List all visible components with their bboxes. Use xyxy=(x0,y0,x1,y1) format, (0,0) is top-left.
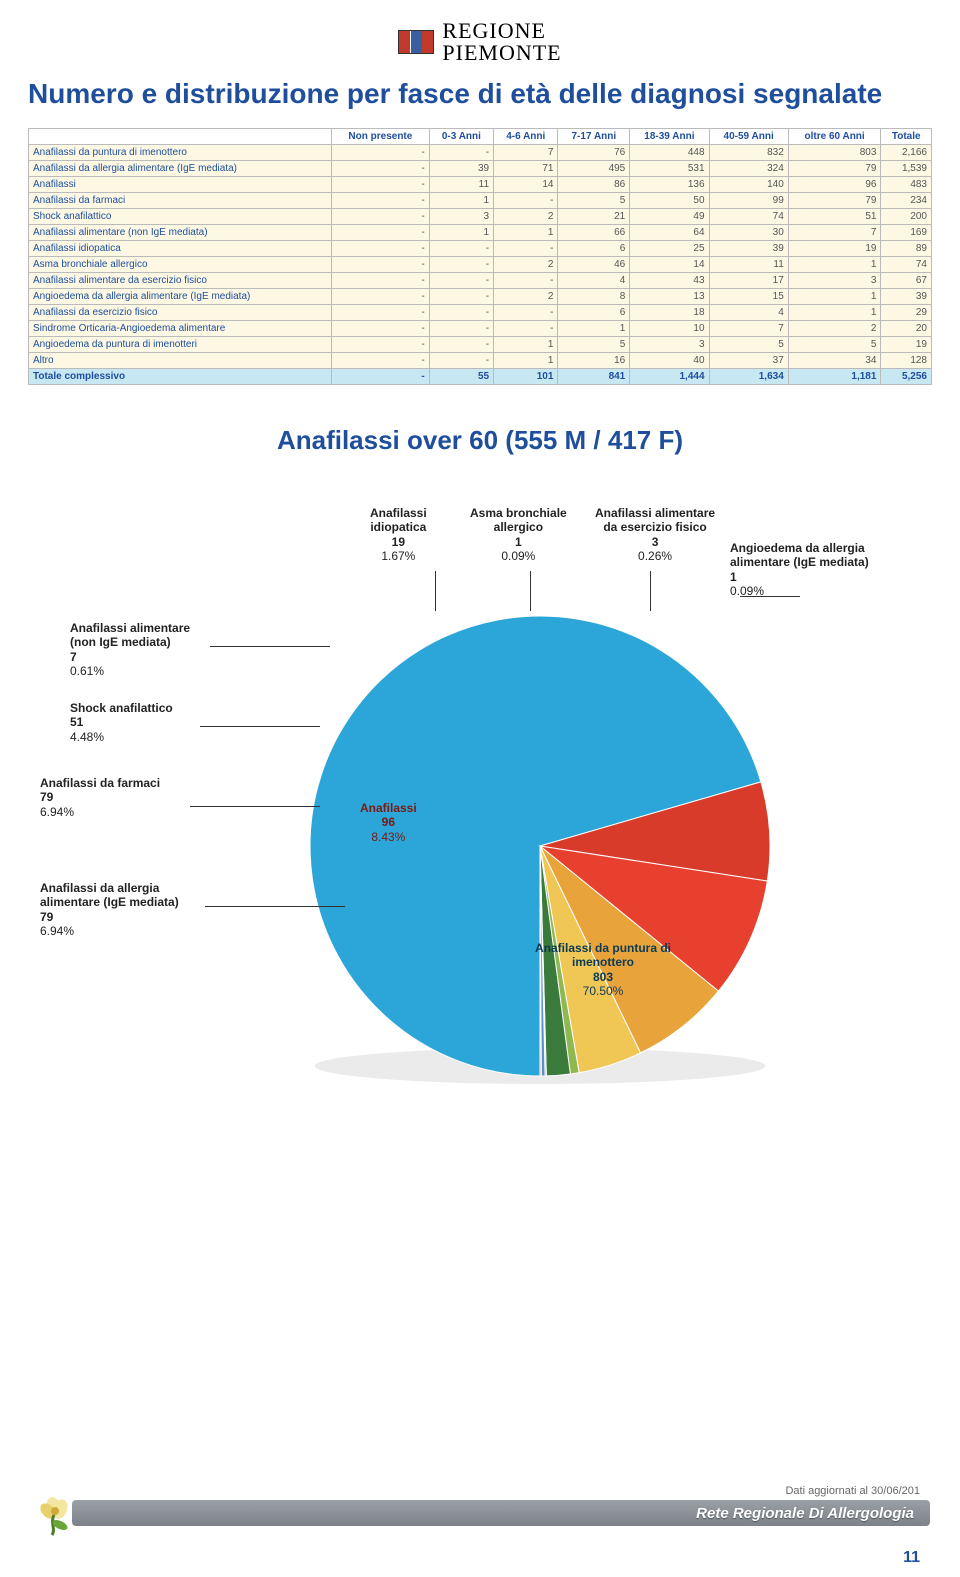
age-distribution-table: Non presente0-3 Anni4-6 Anni7-17 Anni18-… xyxy=(28,128,932,385)
leader-line xyxy=(210,646,330,647)
leader-line xyxy=(740,596,800,597)
region-line1: REGIONE xyxy=(442,20,561,42)
leader-line xyxy=(190,806,320,807)
table-header xyxy=(29,129,332,145)
pie-label: Shock anafilattico514.48% xyxy=(70,701,173,744)
table-row: Anafilassi-11148613614096483 xyxy=(29,177,932,193)
pie-label: Anafilassi alimentareda esercizio fisico… xyxy=(595,506,715,564)
table-header: 0-3 Anni xyxy=(429,129,493,145)
document-header: REGIONE PIEMONTE xyxy=(28,20,932,64)
table-row: Anafilassi alimentare (non IgE mediata)-… xyxy=(29,225,932,241)
leader-line xyxy=(200,726,320,727)
table-header: 4-6 Anni xyxy=(494,129,558,145)
table-header: Non presente xyxy=(332,129,430,145)
flower-icon xyxy=(30,1489,78,1537)
table-row: Anafilassi da allergia alimentare (IgE m… xyxy=(29,161,932,177)
pie-slice-label: Anafilassi da puntura diimenottero80370.… xyxy=(535,941,671,999)
table-row: Anafilassi alimentare da esercizio fisic… xyxy=(29,273,932,289)
table-row: Anafilassi da puntura di imenottero--776… xyxy=(29,145,932,161)
page-number: 11 xyxy=(903,1549,920,1567)
table-header: 7-17 Anni xyxy=(558,129,630,145)
table-row: Shock anafilattico-3221497451200 xyxy=(29,209,932,225)
chart-title: Anafilassi over 60 (555 M / 417 F) xyxy=(28,425,932,456)
region-line2: PIEMONTE xyxy=(442,42,561,64)
leader-line xyxy=(650,571,651,611)
region-name: REGIONE PIEMONTE xyxy=(442,20,561,64)
page-title: Numero e distribuzione per fasce di età … xyxy=(28,78,932,110)
pie-label: Anafilassi da farmaci796.94% xyxy=(40,776,160,819)
pie-label: Angioedema da allergiaalimentare (IgE me… xyxy=(730,541,869,599)
leader-line xyxy=(530,571,531,611)
table-row: Altro--116403734128 xyxy=(29,353,932,369)
pie-slice-label: Anafilassi968.43% xyxy=(360,801,417,844)
pie-label: Anafilassi alimentare(non IgE mediata)70… xyxy=(70,621,190,679)
table-total-row: Totale complessivo-551018411,4441,6341,1… xyxy=(29,369,932,385)
pie-label: Asma bronchialeallergico10.09% xyxy=(470,506,567,564)
pie-label: Anafilassi da allergiaalimentare (IgE me… xyxy=(40,881,179,939)
pie-svg xyxy=(300,606,780,1086)
table-header: Totale xyxy=(881,129,932,145)
pie-label: Anafilassiidiopatica191.67% xyxy=(370,506,427,564)
leader-line xyxy=(435,571,436,611)
footer-ribbon: Rete Regionale Di Allergologia xyxy=(72,1500,930,1526)
table-row: Asma bronchiale allergico--2461411174 xyxy=(29,257,932,273)
pie-chart: Anafilassi alimentare(non IgE mediata)70… xyxy=(40,486,920,1106)
regione-flag-icon xyxy=(398,30,434,54)
table-row: Angioedema da allergia alimentare (IgE m… xyxy=(29,289,932,305)
table-row: Anafilassi da farmaci-1-5509979234 xyxy=(29,193,932,209)
leader-line xyxy=(205,906,345,907)
table-row: Sindrome Orticaria-Angioedema alimentare… xyxy=(29,321,932,337)
table-row: Angioedema da puntura di imenotteri--153… xyxy=(29,337,932,353)
footer-bar: Rete Regionale Di Allergologia xyxy=(0,1489,960,1537)
table-row: Anafilassi idiopatica---625391989 xyxy=(29,241,932,257)
table-header: 18-39 Anni xyxy=(630,129,709,145)
table-header: 40-59 Anni xyxy=(709,129,788,145)
table-row: Anafilassi da esercizio fisico---6184129 xyxy=(29,305,932,321)
table-header: oltre 60 Anni xyxy=(788,129,881,145)
